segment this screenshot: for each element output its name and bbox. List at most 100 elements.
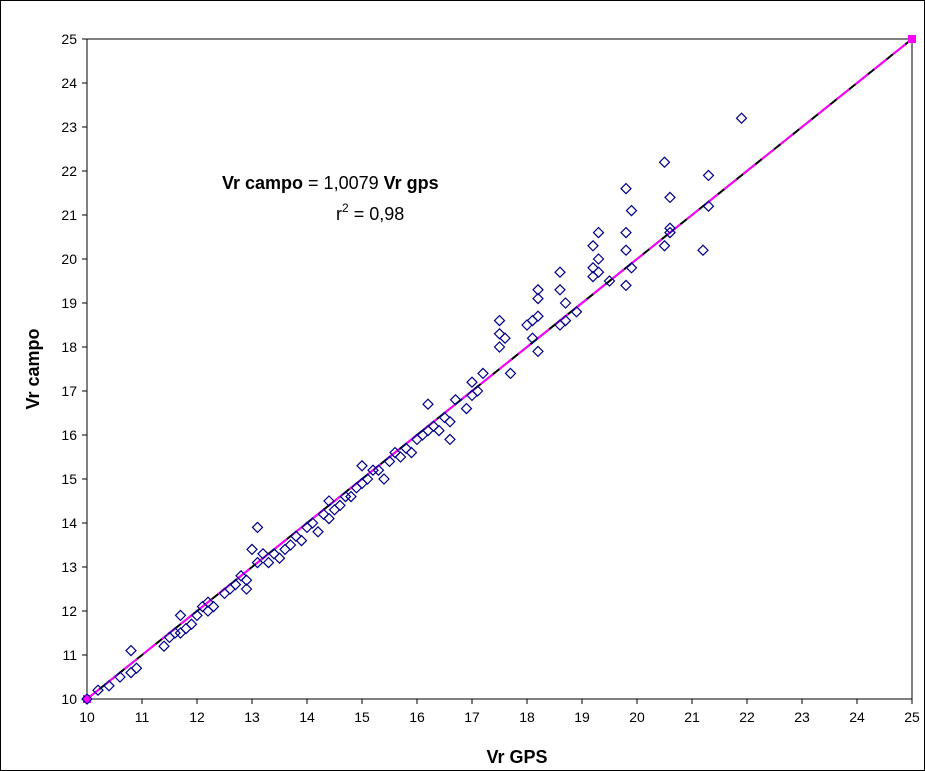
- data-point: [625, 261, 638, 274]
- data-point: [493, 327, 506, 340]
- data-point: [532, 283, 544, 296]
- data-point: [130, 662, 143, 675]
- data-point: [493, 341, 506, 353]
- x-tick-label: 10: [79, 709, 95, 725]
- data-point: [372, 464, 385, 477]
- data-point: [383, 455, 396, 468]
- data-point: [92, 684, 104, 697]
- y-tick-label: 19: [61, 295, 77, 311]
- data-point: [504, 367, 517, 380]
- plot-border: [86, 38, 913, 700]
- data-point: [532, 310, 544, 323]
- data-point: [323, 495, 335, 507]
- data-point: [554, 283, 566, 296]
- data-point: [620, 226, 632, 239]
- x-tick-label: 13: [244, 709, 260, 725]
- y-tick-label: 25: [61, 31, 77, 47]
- data-point: [180, 622, 192, 635]
- data-point: [125, 666, 137, 679]
- regression-endpoint-marker: [83, 695, 91, 703]
- x-tick-label: 12: [189, 709, 205, 725]
- data-point: [202, 596, 214, 609]
- plot-area: [86, 38, 913, 700]
- data-point: [620, 244, 632, 257]
- data-point: [554, 266, 566, 279]
- x-tick-label: 23: [794, 709, 810, 725]
- data-point: [620, 279, 632, 292]
- data-point: [422, 398, 434, 411]
- y-tick-label: 20: [61, 251, 77, 267]
- data-point: [592, 266, 605, 279]
- data-point: [240, 574, 253, 587]
- data-point: [306, 517, 319, 529]
- data-point: [477, 367, 489, 380]
- y-tick-label: 16: [61, 427, 77, 443]
- data-point: [449, 393, 462, 406]
- data-point: [603, 275, 616, 287]
- r-squared: r2 = 0,98: [336, 201, 404, 224]
- x-tick-label: 20: [629, 709, 645, 725]
- data-point: [317, 508, 330, 521]
- x-tick-label: 25: [904, 709, 920, 725]
- data-point: [592, 226, 605, 239]
- data-point: [702, 200, 715, 213]
- data-point: [521, 319, 533, 331]
- data-point: [345, 490, 357, 503]
- y-tick-label: 11: [62, 647, 77, 663]
- data-point: [367, 464, 379, 477]
- data-point: [295, 534, 308, 547]
- equation-x-label: Vr gps: [384, 173, 439, 193]
- data-point: [328, 503, 341, 516]
- data-point: [532, 292, 544, 305]
- data-point: [702, 169, 715, 182]
- data-point: [240, 583, 253, 595]
- data-point: [268, 547, 280, 560]
- data-point: [466, 376, 478, 389]
- data-point: [323, 512, 335, 525]
- y-axis-ticks: 10 11 12 13 14 15 16 17 18 19 20 21 22 23 24 25: [61, 31, 87, 707]
- data-point: [427, 420, 440, 433]
- data-point: [389, 446, 401, 459]
- data-point: [658, 239, 671, 252]
- x-tick-label: 17: [464, 709, 480, 725]
- data-point: [658, 156, 671, 169]
- data-point: [262, 556, 275, 569]
- data-point: [273, 552, 286, 565]
- data-point: [570, 305, 583, 318]
- y-tick-label: 17: [61, 383, 77, 399]
- data-point: [279, 543, 291, 556]
- y-tick-label: 23: [61, 119, 77, 135]
- data-point: [378, 473, 390, 485]
- y-tick-label: 21: [61, 207, 77, 223]
- x-tick-label: 22: [739, 709, 755, 725]
- data-point: [169, 627, 181, 639]
- data-point: [394, 451, 407, 463]
- data-point: [664, 222, 676, 235]
- data-point: [290, 530, 302, 543]
- data-point: [433, 424, 445, 437]
- data-point: [257, 547, 269, 560]
- scatter-points: [81, 112, 748, 705]
- y-tick-label: 14: [61, 515, 77, 531]
- data-point: [251, 556, 264, 569]
- data-point: [587, 239, 599, 252]
- y-tick-label: 22: [61, 163, 77, 179]
- data-point: [235, 569, 247, 582]
- data-point: [493, 314, 506, 327]
- data-point: [664, 191, 676, 204]
- data-point: [438, 411, 451, 424]
- x-tick-label: 18: [519, 709, 535, 725]
- data-point: [312, 525, 324, 538]
- x-axis-ticks: 10 11 12 13 14 15 16 17 18 19 20 21 22 23 24 25: [79, 699, 920, 725]
- y-tick-label: 15: [61, 471, 77, 487]
- y-axis-title: Vr campo: [23, 328, 43, 409]
- data-point: [207, 600, 220, 613]
- x-tick-label: 16: [409, 709, 425, 725]
- data-point: [592, 253, 605, 265]
- x-tick-label: 21: [684, 709, 700, 725]
- data-point: [400, 442, 412, 455]
- data-point: [697, 244, 709, 257]
- x-tick-label: 24: [849, 709, 865, 725]
- data-point: [499, 332, 511, 345]
